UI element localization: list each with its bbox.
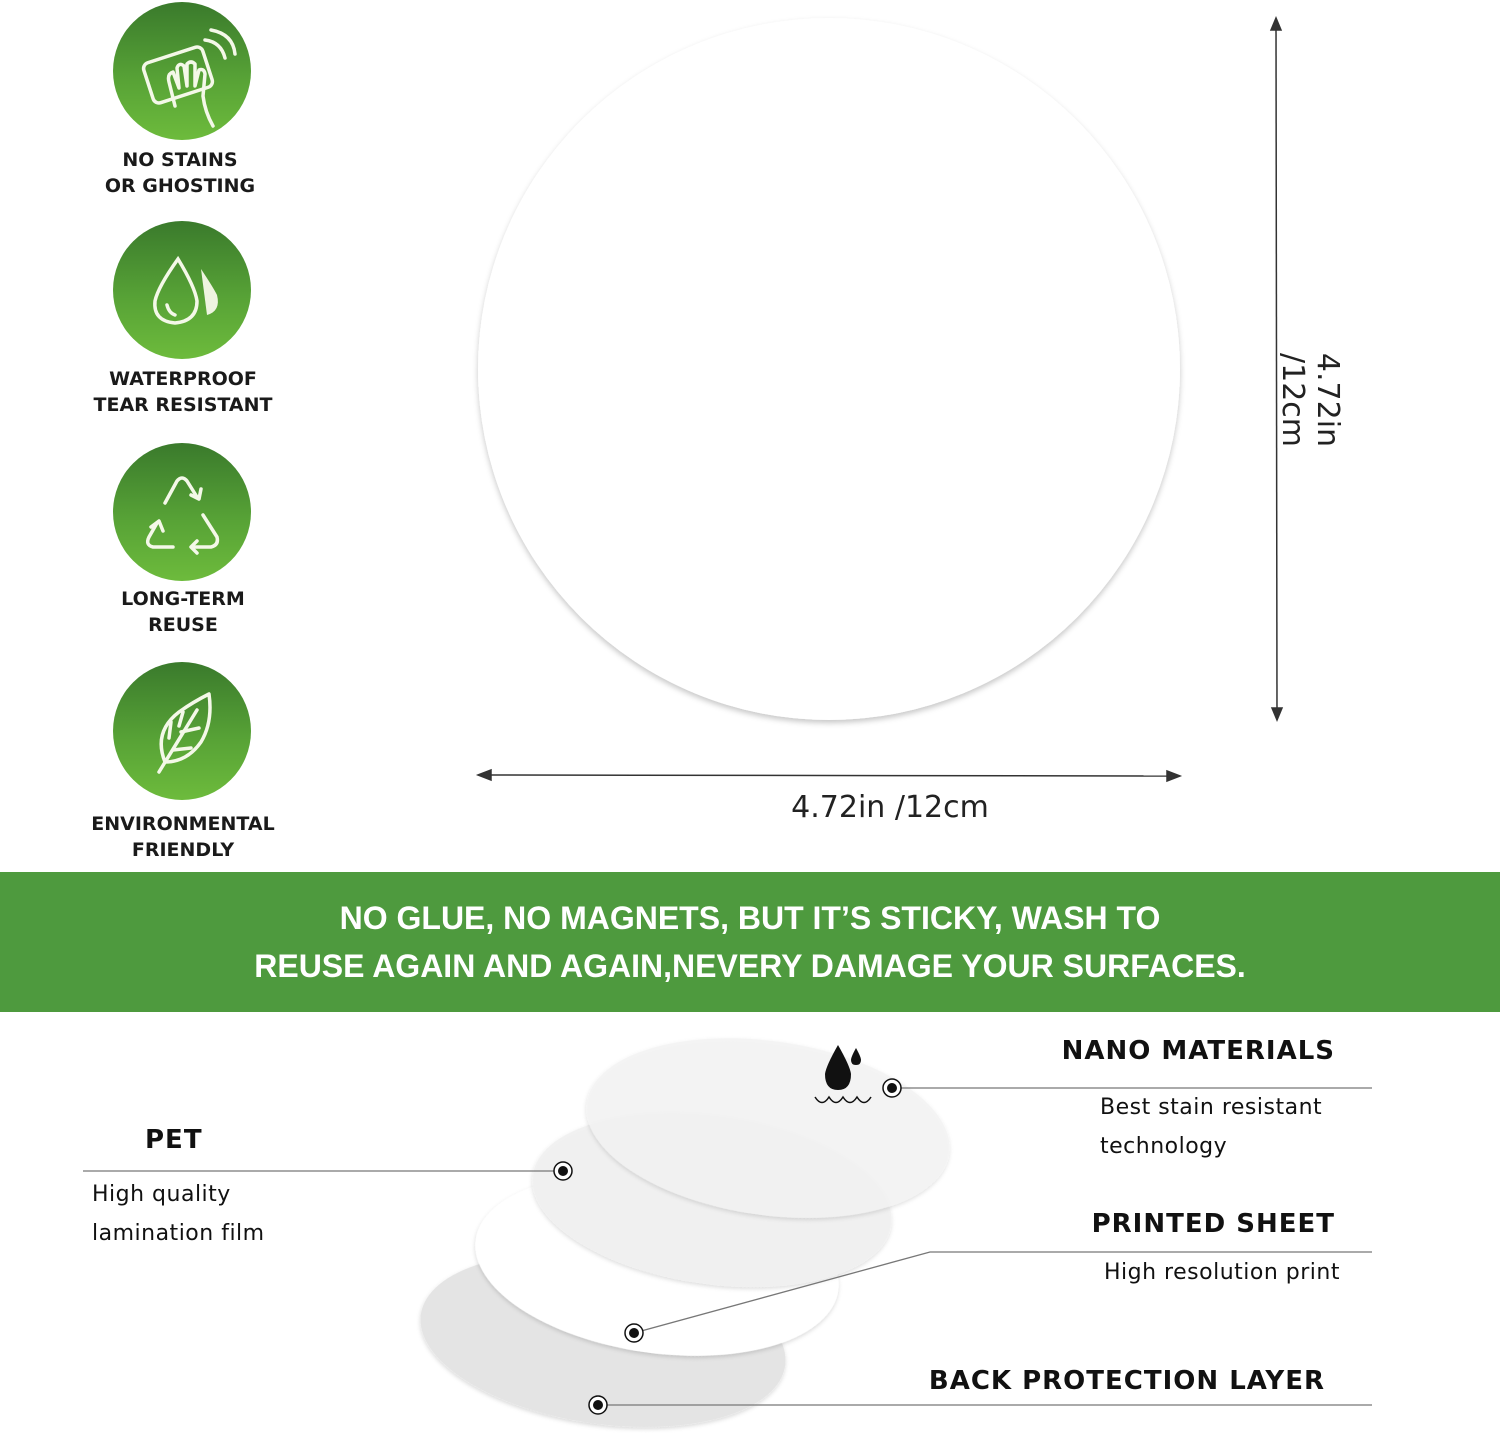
nano-materials-title: NANO MATERIALS [1061,1036,1335,1066]
feature-label: ENVIRONMENTAL FRIENDLY [53,811,313,863]
layer-diagram [83,1038,1372,1428]
marker-dots [553,1078,902,1415]
desc-line: High quality [92,1182,231,1207]
banner-line: REUSE AGAIN AND AGAIN,NEVERY DAMAGE YOUR… [254,948,1246,984]
feature-label: WATERPROOF TEAR RESISTANT [53,366,313,418]
printed-sheet-title: PRINTED SHEET [1091,1209,1335,1239]
feature-line: NO STAINS [122,149,238,171]
feature-label: NO STAINS OR GHOSTING [50,147,310,199]
water-drops-icon [113,221,251,359]
leaf-icon [113,662,251,800]
feature-line: TEAR RESISTANT [93,394,273,416]
leader-lines [83,1087,1372,1406]
recycle-icon [113,443,251,581]
hand-wiping-icon [113,2,251,140]
width-dimension-label: 4.72in /12cm [791,790,989,825]
feature-line: FRIENDLY [131,839,235,861]
pet-title: PET [145,1125,203,1155]
width-arrow [475,768,1183,783]
pet-desc: High quality lamination film [92,1175,265,1253]
height-arrow [1269,16,1284,722]
height-dimension-label: 4.72in /12cm [1275,352,1345,448]
feature-line: REUSE [148,614,218,636]
feature-label: LONG-TERM REUSE [53,586,313,638]
feature-line: ENVIRONMENTAL [91,813,275,835]
product-circle-diagram [475,16,1284,783]
feature-line: WATERPROOF [109,368,257,390]
feature-line: OR GHOSTING [104,175,256,197]
nano-layer [586,1038,950,1218]
nano-materials-desc: Best stain resistant technology [1100,1088,1322,1166]
desc-line: Best stain resistant [1100,1095,1323,1120]
feature-line: LONG-TERM [121,588,245,610]
green-banner: NO GLUE, NO MAGNETS, BUT IT’S STICKY, WA… [0,872,1500,1012]
back-protection-title: BACK PROTECTION LAYER [928,1366,1325,1396]
marker-dot [553,1161,573,1181]
round-sticker [478,18,1180,720]
water-drop-icon [814,1045,872,1104]
desc-line: technology [1100,1134,1228,1159]
banner-line: NO GLUE, NO MAGNETS, BUT IT’S STICKY, WA… [339,900,1161,936]
desc-line: lamination film [92,1221,265,1246]
marker-dot [588,1395,608,1415]
printed-sheet-desc: High resolution print [1104,1260,1340,1285]
marker-dot [624,1323,644,1343]
marker-dot [882,1078,902,1098]
